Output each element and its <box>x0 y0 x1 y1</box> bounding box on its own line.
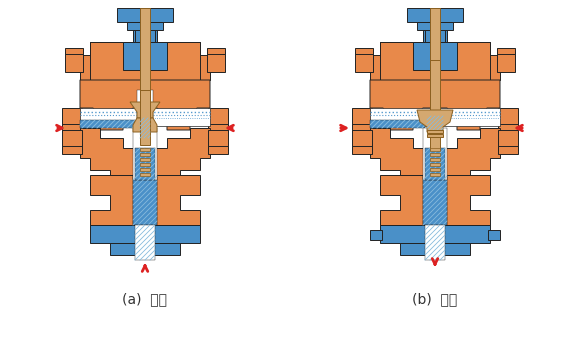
Polygon shape <box>425 148 445 180</box>
Polygon shape <box>140 173 150 176</box>
Polygon shape <box>413 42 457 70</box>
Polygon shape <box>208 146 228 154</box>
Polygon shape <box>133 175 157 227</box>
Polygon shape <box>423 175 447 225</box>
Polygon shape <box>133 128 157 180</box>
Polygon shape <box>417 110 453 132</box>
Polygon shape <box>355 48 373 54</box>
Polygon shape <box>447 42 500 80</box>
Polygon shape <box>80 128 210 175</box>
Polygon shape <box>430 163 440 166</box>
Polygon shape <box>497 48 515 54</box>
Text: (b)  合流: (b) 合流 <box>413 292 457 306</box>
Polygon shape <box>427 134 443 137</box>
Polygon shape <box>207 48 225 54</box>
Polygon shape <box>423 175 447 227</box>
Polygon shape <box>133 118 157 132</box>
Polygon shape <box>127 22 163 30</box>
Polygon shape <box>370 230 382 240</box>
Polygon shape <box>135 225 155 260</box>
Polygon shape <box>140 168 150 171</box>
Polygon shape <box>133 30 157 42</box>
Polygon shape <box>208 130 228 150</box>
Polygon shape <box>380 225 490 243</box>
Polygon shape <box>207 52 225 72</box>
Polygon shape <box>133 175 157 225</box>
Polygon shape <box>110 243 180 255</box>
Polygon shape <box>352 124 372 132</box>
Polygon shape <box>380 42 490 84</box>
Polygon shape <box>90 42 200 84</box>
Polygon shape <box>80 120 135 128</box>
Polygon shape <box>208 108 228 128</box>
Polygon shape <box>400 243 470 255</box>
Polygon shape <box>80 108 210 126</box>
Polygon shape <box>497 52 515 72</box>
Polygon shape <box>140 153 150 156</box>
Polygon shape <box>430 148 440 151</box>
Polygon shape <box>430 173 440 176</box>
Polygon shape <box>430 153 440 156</box>
Polygon shape <box>498 124 518 132</box>
Polygon shape <box>65 52 83 72</box>
Polygon shape <box>137 90 153 145</box>
Text: (a)  分流: (a) 分流 <box>122 292 168 306</box>
Polygon shape <box>430 158 440 161</box>
Polygon shape <box>123 42 167 70</box>
Polygon shape <box>380 175 490 225</box>
Polygon shape <box>430 8 440 128</box>
Polygon shape <box>355 52 373 72</box>
Polygon shape <box>135 148 155 180</box>
Polygon shape <box>430 60 440 150</box>
Polygon shape <box>407 8 463 22</box>
Polygon shape <box>130 102 160 118</box>
Polygon shape <box>423 30 447 42</box>
Polygon shape <box>62 124 82 132</box>
Polygon shape <box>370 80 500 130</box>
Polygon shape <box>425 30 445 42</box>
Polygon shape <box>90 175 200 225</box>
Polygon shape <box>80 42 133 80</box>
Polygon shape <box>370 120 425 128</box>
Polygon shape <box>65 48 83 54</box>
Polygon shape <box>140 8 150 128</box>
Polygon shape <box>62 130 82 150</box>
Polygon shape <box>140 148 150 151</box>
Polygon shape <box>498 108 518 128</box>
Polygon shape <box>423 128 447 180</box>
Polygon shape <box>140 163 150 166</box>
Polygon shape <box>427 130 443 133</box>
Polygon shape <box>208 124 228 132</box>
Polygon shape <box>62 108 82 128</box>
Polygon shape <box>140 90 150 145</box>
Polygon shape <box>140 158 150 161</box>
Polygon shape <box>430 168 440 171</box>
Polygon shape <box>90 225 200 243</box>
Polygon shape <box>498 146 518 154</box>
Polygon shape <box>352 146 372 154</box>
Polygon shape <box>425 225 445 260</box>
Polygon shape <box>417 22 453 30</box>
Polygon shape <box>370 128 500 175</box>
Polygon shape <box>370 42 423 80</box>
Polygon shape <box>488 230 500 240</box>
Polygon shape <box>352 130 372 150</box>
Polygon shape <box>80 80 210 130</box>
Polygon shape <box>370 108 500 126</box>
Polygon shape <box>352 108 372 128</box>
Polygon shape <box>135 30 155 42</box>
Polygon shape <box>62 146 82 154</box>
Polygon shape <box>157 42 210 80</box>
Polygon shape <box>117 8 173 22</box>
Polygon shape <box>498 130 518 150</box>
